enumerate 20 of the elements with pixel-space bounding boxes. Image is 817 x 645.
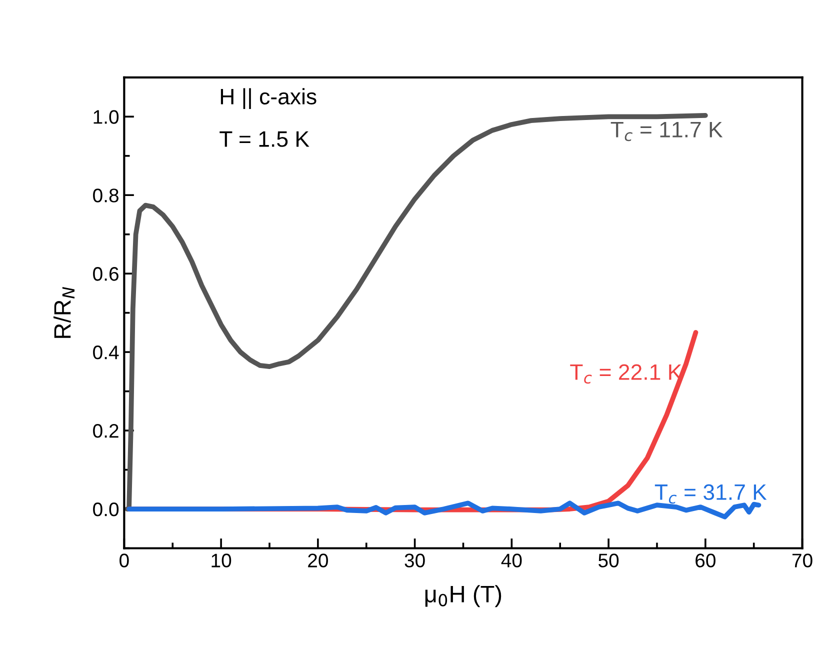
annotation: T = 1.5 K (220, 131, 310, 147)
x-axis-title: μ$_{0}$H (T) (425, 585, 502, 608)
y-tick-label: 0.6 (93, 267, 118, 281)
y-tick-label: 0.2 (93, 424, 118, 438)
y-tick-label: 1.0 (94, 110, 119, 124)
x-tick-label: 0 (120, 554, 129, 568)
x-tick-label: 50 (598, 554, 619, 568)
annotation: H || c-axis (220, 88, 316, 109)
x-tick-label: 30 (404, 554, 425, 568)
x-tick-label: 70 (792, 554, 812, 568)
x-tick-label: 60 (696, 554, 716, 568)
y-tick-label: 0.4 (93, 346, 119, 360)
x-tick-label: 20 (308, 554, 328, 568)
x-tick-label: 40 (501, 554, 522, 568)
series-label: T$_{c}$ = 31.7 K (654, 484, 767, 504)
y-tick-label: 0.0 (93, 502, 119, 516)
series-label: T$_{c}$ = 11.7 K (610, 122, 723, 142)
x-tick-label: 10 (212, 554, 232, 568)
y-tick-label: 0.8 (93, 188, 118, 202)
y-axis-title: R/R$_{N}$ (53, 287, 74, 338)
